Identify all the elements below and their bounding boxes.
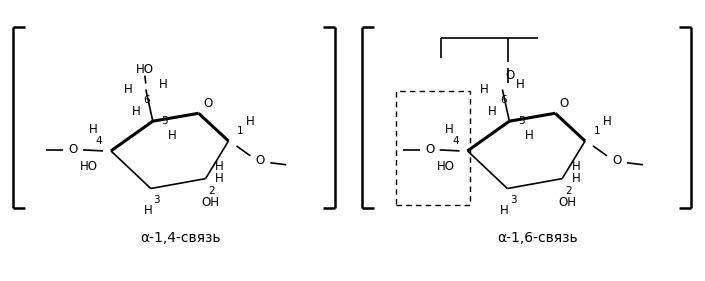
Text: OH: OH xyxy=(558,196,576,209)
Text: H: H xyxy=(246,115,255,128)
Text: H: H xyxy=(159,78,168,91)
Text: H: H xyxy=(168,128,177,142)
Text: H: H xyxy=(488,105,497,118)
Text: O: O xyxy=(68,143,78,157)
Text: 2: 2 xyxy=(208,185,215,196)
Text: H: H xyxy=(89,123,97,136)
Text: H: H xyxy=(572,160,580,173)
Text: 6: 6 xyxy=(500,96,507,105)
Text: H: H xyxy=(143,204,152,217)
Text: H: H xyxy=(131,105,140,118)
Text: O: O xyxy=(203,97,212,110)
Text: H: H xyxy=(516,78,525,91)
Text: H: H xyxy=(603,115,611,128)
Text: 4: 4 xyxy=(453,136,459,146)
Text: α-1,4-связь: α-1,4-связь xyxy=(140,231,221,245)
Text: 1: 1 xyxy=(594,126,601,136)
Text: 6: 6 xyxy=(144,96,150,105)
Text: H: H xyxy=(572,172,580,185)
Bar xyxy=(396,92,470,205)
Text: H: H xyxy=(525,128,534,142)
Text: H: H xyxy=(123,83,133,96)
Text: O: O xyxy=(560,97,569,110)
Text: O: O xyxy=(425,143,434,157)
Text: 5: 5 xyxy=(518,116,525,126)
Text: H: H xyxy=(446,123,454,136)
Text: HO: HO xyxy=(436,160,455,173)
Text: 3: 3 xyxy=(510,195,517,205)
Text: α-1,6-связь: α-1,6-связь xyxy=(497,231,577,245)
Text: 2: 2 xyxy=(565,185,572,196)
Text: H: H xyxy=(480,83,489,96)
Text: HO: HO xyxy=(80,160,98,173)
Text: 3: 3 xyxy=(154,195,160,205)
Text: H: H xyxy=(215,172,224,185)
Text: O: O xyxy=(256,154,265,167)
Text: H: H xyxy=(500,204,509,217)
Text: H: H xyxy=(215,160,224,173)
Text: OH: OH xyxy=(202,196,219,209)
Text: 1: 1 xyxy=(237,126,244,136)
Text: HO: HO xyxy=(136,63,154,76)
Text: 4: 4 xyxy=(96,136,102,146)
Text: 5: 5 xyxy=(161,116,168,126)
Text: O: O xyxy=(505,69,515,82)
Text: O: O xyxy=(613,154,622,167)
